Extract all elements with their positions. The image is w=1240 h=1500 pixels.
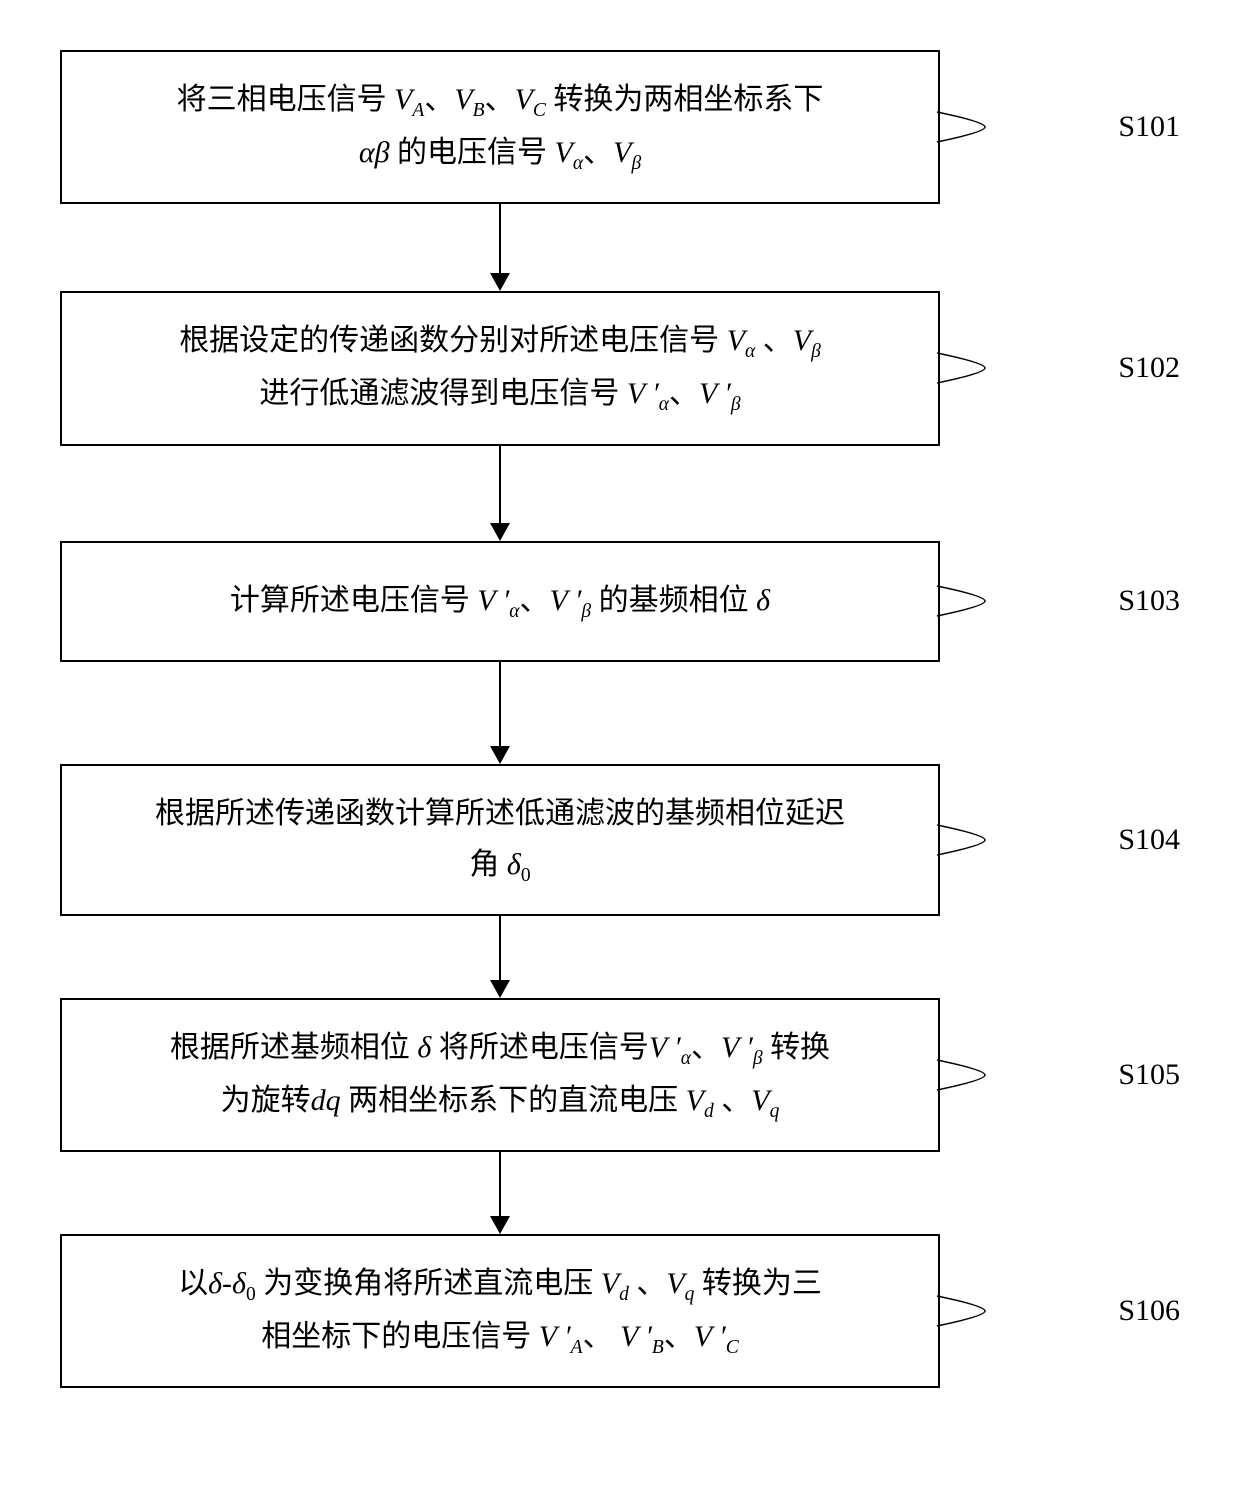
step-label-s102: S102 bbox=[1108, 351, 1180, 385]
step-row-s105: 根据所述基频相位 δ 将所述电压信号V ′α、V ′β 转换 为旋转dq 两相坐… bbox=[60, 998, 1180, 1152]
arrow-s103-s104 bbox=[490, 662, 510, 764]
step-label-s101: S101 bbox=[1108, 110, 1180, 144]
arrow-s101-s102 bbox=[490, 204, 510, 291]
step-box-s104: 根据所述传递函数计算所述低通滤波的基频相位延迟 角 δ0 bbox=[60, 764, 940, 916]
step-label-s103: S103 bbox=[1108, 584, 1180, 618]
step-box-s102: 根据设定的传递函数分别对所述电压信号 Vα 、Vβ 进行低通滤波得到电压信号 V… bbox=[60, 291, 940, 445]
step-label-s105: S105 bbox=[1108, 1058, 1180, 1092]
step-label-s106: S106 bbox=[1108, 1294, 1180, 1328]
step-label-s104: S104 bbox=[1108, 823, 1180, 857]
arrow-s104-s105 bbox=[490, 916, 510, 998]
step-text: 根据所述传递函数计算所述低通滤波的基频相位延迟 角 δ0 bbox=[80, 788, 920, 892]
step-row-s102: 根据设定的传递函数分别对所述电压信号 Vα 、Vβ 进行低通滤波得到电压信号 V… bbox=[60, 291, 1180, 445]
step-row-s106: 以δ-δ0 为变换角将所述直流电压 Vd 、Vq 转换为三 相坐标下的电压信号 … bbox=[60, 1234, 1180, 1388]
step-box-s105: 根据所述基频相位 δ 将所述电压信号V ′α、V ′β 转换 为旋转dq 两相坐… bbox=[60, 998, 940, 1152]
step-text: 根据设定的传递函数分别对所述电压信号 Vα 、Vβ 进行低通滤波得到电压信号 V… bbox=[80, 315, 920, 421]
step-box-s101: 将三相电压信号 VA、VB、VC 转换为两相坐标系下 αβ 的电压信号 Vα、V… bbox=[60, 50, 940, 204]
step-text: 计算所述电压信号 V ′α、V ′β 的基频相位 δ bbox=[80, 575, 920, 628]
arrow-s105-s106 bbox=[490, 1152, 510, 1234]
arrow-s102-s103 bbox=[490, 446, 510, 541]
step-row-s104: 根据所述传递函数计算所述低通滤波的基频相位延迟 角 δ0 S104 bbox=[60, 764, 1180, 916]
step-row-s103: 计算所述电压信号 V ′α、V ′β 的基频相位 δ S103 bbox=[60, 541, 1180, 662]
step-text: 将三相电压信号 VA、VB、VC 转换为两相坐标系下 αβ 的电压信号 Vα、V… bbox=[80, 74, 920, 180]
step-box-s106: 以δ-δ0 为变换角将所述直流电压 Vd 、Vq 转换为三 相坐标下的电压信号 … bbox=[60, 1234, 940, 1388]
step-row-s101: 将三相电压信号 VA、VB、VC 转换为两相坐标系下 αβ 的电压信号 Vα、V… bbox=[60, 50, 1180, 204]
step-text: 根据所述基频相位 δ 将所述电压信号V ′α、V ′β 转换 为旋转dq 两相坐… bbox=[80, 1022, 920, 1128]
step-text: 以δ-δ0 为变换角将所述直流电压 Vd 、Vq 转换为三 相坐标下的电压信号 … bbox=[80, 1258, 920, 1364]
flowchart: 将三相电压信号 VA、VB、VC 转换为两相坐标系下 αβ 的电压信号 Vα、V… bbox=[60, 50, 1180, 1388]
step-box-s103: 计算所述电压信号 V ′α、V ′β 的基频相位 δ bbox=[60, 541, 940, 662]
